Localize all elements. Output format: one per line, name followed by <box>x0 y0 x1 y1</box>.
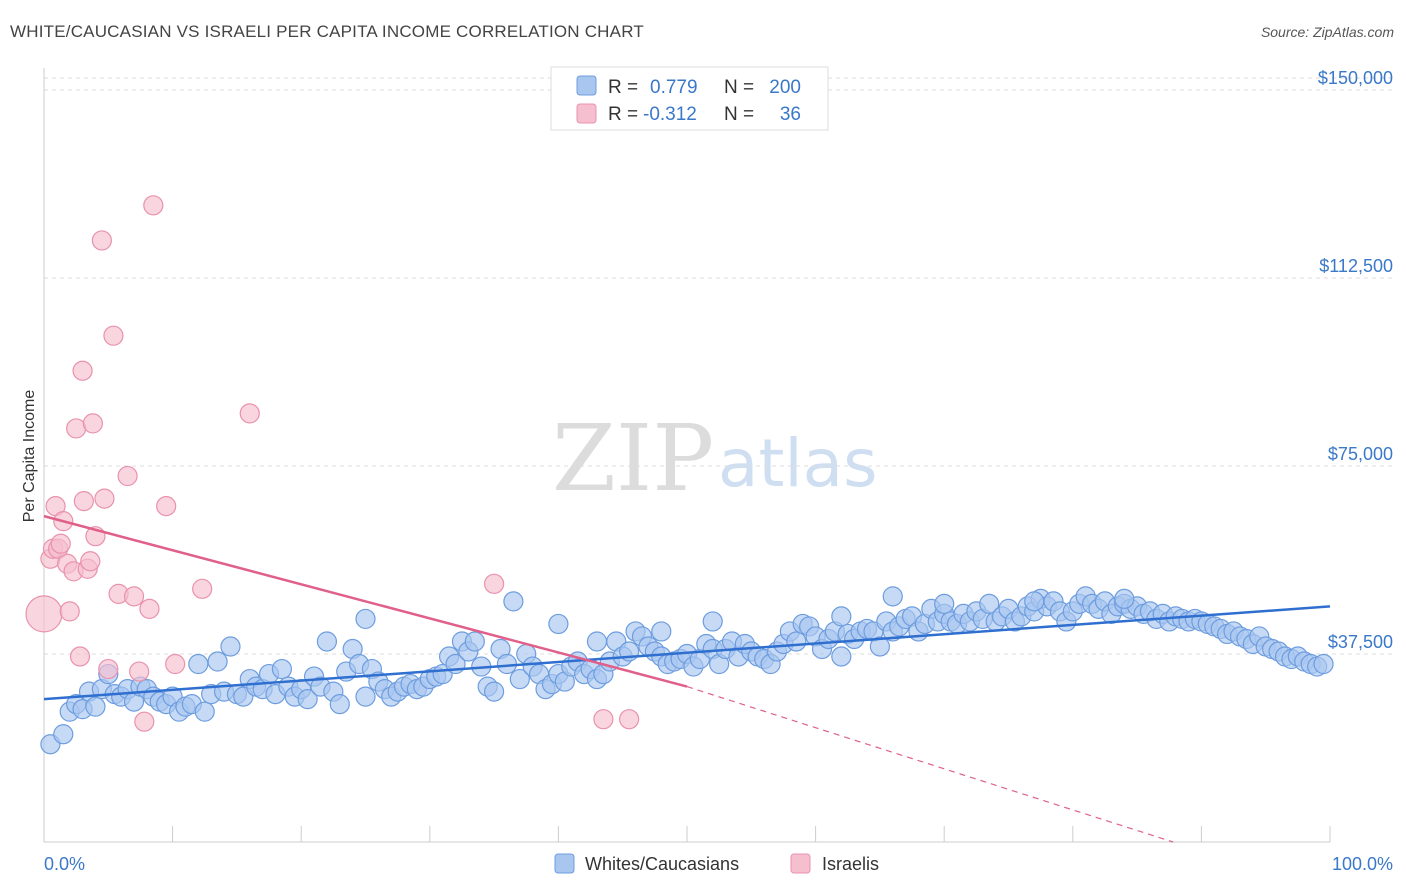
legend-r-label-1: R = <box>608 77 638 98</box>
point-israelis <box>98 658 119 680</box>
point-israelis <box>72 360 93 381</box>
point-whites <box>548 613 569 635</box>
point-israelis <box>103 325 124 346</box>
point-israelis <box>50 533 71 554</box>
y-axis-title: Per Capita Income <box>21 390 38 523</box>
legend-n-label-1: N = <box>724 77 754 98</box>
trend-line-israelis <box>43 514 688 688</box>
legend-box <box>550 66 829 131</box>
point-israelis <box>134 711 155 732</box>
legend-n-label-2: N = <box>724 104 754 125</box>
point-whites <box>316 631 338 652</box>
point-israelis <box>139 598 160 619</box>
point-israelis <box>69 646 91 667</box>
y-tick-label: $112,500 <box>1319 256 1393 276</box>
point-whites <box>355 608 376 630</box>
point-whites <box>85 696 106 717</box>
point-whites <box>586 631 608 652</box>
axes <box>43 68 1331 843</box>
legend-swatch-pink <box>576 103 597 124</box>
watermark-zip: ZIP <box>552 405 714 512</box>
point-whites <box>869 636 891 657</box>
point-whites <box>220 636 241 657</box>
points <box>25 195 1334 755</box>
bottom-legend-label-whites: Whites/Caucasians <box>585 854 739 874</box>
point-israelis <box>593 709 614 730</box>
source-label: Source: ZipAtlas.com <box>1260 24 1394 40</box>
point-israelis <box>82 413 103 434</box>
y-tick-labels: $37,500 $75,000 $112,500 $150,000 <box>1318 68 1393 652</box>
watermark-atlas: atlas <box>718 425 878 502</box>
point-whites <box>464 631 485 652</box>
point-israelis <box>73 491 94 512</box>
legend-r-value-2: -0.312 <box>643 104 697 125</box>
point-whites <box>503 591 524 612</box>
point-whites <box>207 651 228 672</box>
trend-line-israelis-extension <box>686 686 1174 843</box>
point-israelis <box>80 551 101 572</box>
point-israelis <box>129 661 150 682</box>
point-whites <box>786 631 807 652</box>
point-israelis <box>484 573 505 594</box>
bottom-legend-label-israelis: Israelis <box>822 854 879 874</box>
point-israelis <box>66 418 87 439</box>
point-israelis <box>156 496 177 517</box>
point-whites <box>882 586 903 607</box>
y-tick-label: $37,500 <box>1328 632 1393 652</box>
point-whites <box>355 686 376 707</box>
point-whites <box>271 658 293 680</box>
chart-title: WHITE/CAUCASIAN VS ISRAELI PER CAPITA IN… <box>10 22 644 41</box>
legend-swatch-blue <box>576 75 597 96</box>
point-whites <box>831 646 852 667</box>
y-tick-label: $150,000 <box>1318 68 1393 88</box>
point-whites <box>831 606 852 627</box>
bottom-legend-swatch-blue <box>554 853 575 874</box>
point-whites <box>1313 653 1334 675</box>
point-israelis <box>94 488 115 509</box>
point-israelis <box>91 230 112 251</box>
legend-n-value-2: 36 <box>780 104 801 125</box>
point-whites <box>188 653 209 675</box>
point-whites <box>329 694 350 715</box>
trend-lines <box>43 514 1331 843</box>
point-whites <box>979 593 1000 614</box>
point-israelis <box>619 709 640 730</box>
point-whites <box>1024 591 1045 612</box>
point-whites <box>509 668 530 690</box>
point-whites <box>651 621 672 642</box>
point-whites <box>702 611 723 632</box>
bottom-legend-swatch-pink <box>790 853 811 874</box>
point-whites <box>934 593 955 614</box>
point-israelis <box>117 465 138 487</box>
point-israelis <box>59 601 80 622</box>
trend-line-whites <box>43 605 1331 701</box>
point-whites <box>484 681 505 702</box>
point-israelis <box>123 586 145 607</box>
legend-r-label-2: R = <box>608 104 638 125</box>
point-israelis <box>165 653 186 675</box>
legend: R = 0.779 N = 200 R = -0.312 N = 36 <box>550 66 829 131</box>
x-tick-label-min: 0.0% <box>44 854 85 874</box>
point-israelis <box>143 195 164 216</box>
point-whites <box>1114 588 1135 609</box>
legend-n-value-1: 200 <box>769 77 801 98</box>
point-israelis <box>239 403 260 424</box>
point-whites <box>53 724 74 745</box>
point-israelis <box>25 595 63 633</box>
point-israelis <box>192 578 213 599</box>
bottom-legend: Whites/Caucasians Israelis <box>554 853 879 874</box>
grid <box>44 77 1396 655</box>
legend-r-value-1: 0.779 <box>650 77 698 98</box>
y-tick-label: $75,000 <box>1328 444 1393 464</box>
point-whites <box>297 689 318 710</box>
point-whites <box>194 701 215 722</box>
x-tick-label-max: 100.0% <box>1332 854 1393 874</box>
